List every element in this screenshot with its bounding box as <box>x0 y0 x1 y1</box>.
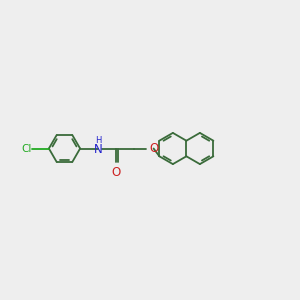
Text: O: O <box>149 142 159 155</box>
Text: O: O <box>112 166 121 179</box>
Text: Cl: Cl <box>21 143 32 154</box>
Text: N: N <box>94 142 103 156</box>
Text: H: H <box>95 136 102 145</box>
